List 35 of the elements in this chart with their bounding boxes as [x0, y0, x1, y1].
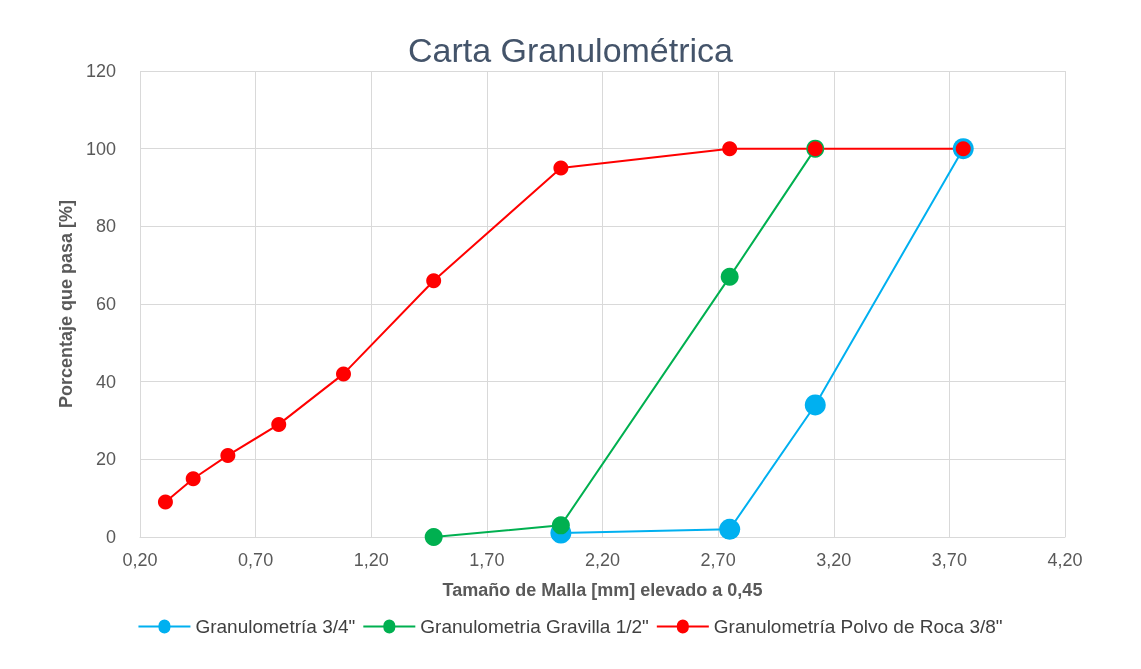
point	[722, 141, 738, 157]
x-tick-label: 2,70	[700, 550, 736, 570]
legend-label: Granulometría Polvo de Roca 3/8"	[713, 616, 1003, 637]
x-tick-label: 1,20	[353, 550, 389, 570]
point	[553, 160, 569, 176]
point	[220, 447, 236, 463]
x-tick-label: 0,70	[238, 550, 274, 570]
x-tick-label: 0,20	[122, 550, 158, 570]
point	[720, 267, 739, 286]
x-tick-label: 3,20	[816, 550, 852, 570]
point	[157, 494, 173, 510]
y-tick-label: 100	[85, 138, 116, 159]
point	[271, 416, 287, 432]
x-tick-label: 2,20	[584, 550, 621, 570]
x-tick-label: 4,20	[1047, 550, 1083, 570]
y-axis-title: Porcentaje que pasa [%]	[56, 199, 77, 409]
y-tick-label: 60	[95, 294, 116, 314]
point	[719, 518, 741, 540]
point	[424, 528, 443, 546]
y-tick-label: 20	[95, 449, 116, 470]
point	[551, 516, 570, 535]
x-tick-label: 1,70	[469, 550, 505, 570]
point	[336, 366, 351, 382]
legend-label: Granulometria Gravilla 1/2"	[420, 616, 649, 637]
point	[804, 394, 826, 416]
y-tick-label: 40	[95, 371, 116, 392]
y-tick-label: 0	[105, 527, 116, 547]
y-tick-label: 80	[95, 216, 116, 237]
point	[426, 273, 442, 289]
x-axis-title: Tamaño de Malla [mm] elevado a 0,45	[442, 580, 763, 600]
point	[185, 471, 201, 487]
chart-title: Carta Granulométrica	[407, 31, 734, 69]
y-tick-label: 120	[85, 61, 116, 81]
legend-label: Granulometría 3/4"	[195, 616, 356, 637]
x-tick-label: 3,70	[931, 550, 967, 570]
